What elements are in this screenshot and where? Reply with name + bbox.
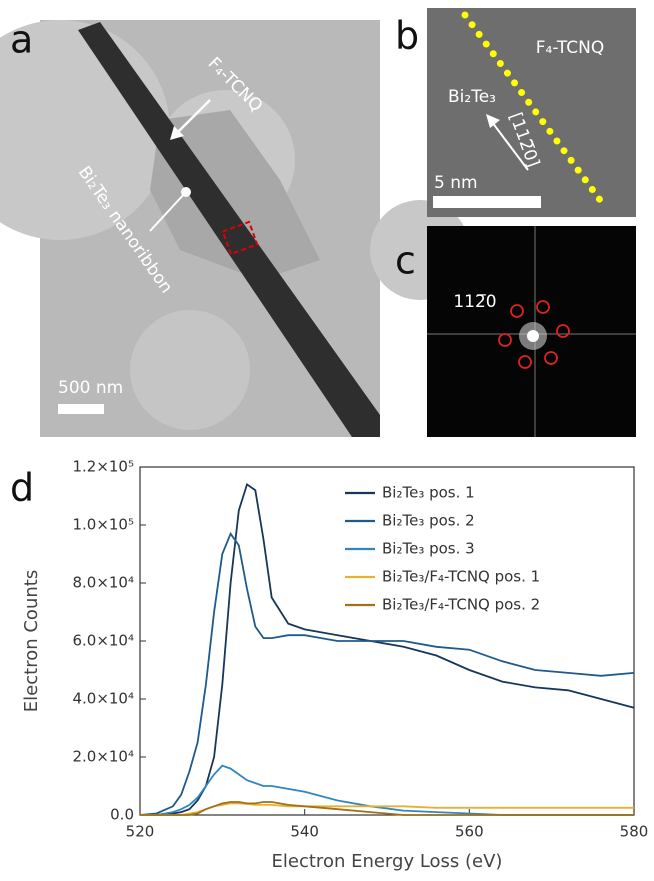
data-line	[140, 801, 634, 816]
legend-label: Bi₂Te₃/F₄-TCNQ pos. 1	[382, 568, 540, 586]
x-tick-label: 560	[455, 823, 484, 841]
plot: 520 540 560 580 0.0 2.0×10⁴ 4.0×10⁴ 6.0×10⁴ 8.0×…	[72, 458, 648, 841]
panel-label: c	[395, 239, 416, 283]
y-tick-label: 4.0×10⁴	[72, 690, 134, 708]
x-tick-label: 520	[126, 823, 155, 841]
panel-a-image	[0, 20, 470, 437]
legend-label: Bi₂Te₃ pos. 3	[382, 540, 475, 558]
y-tick-label: 8.0×10⁴	[72, 574, 134, 592]
panel-label: d	[10, 466, 34, 510]
panel-label: b	[395, 14, 419, 58]
annotation: Bi₂Te₃	[448, 87, 496, 107]
y-tick-label: 1.2×10⁵	[72, 458, 134, 476]
data-line	[139, 531, 635, 816]
legend-label: Bi₂Te₃ pos. 2	[382, 512, 475, 530]
panel-b-image	[427, 8, 636, 217]
y-tick-label: 0.0	[110, 806, 134, 824]
y-axis-label: Electron Counts	[21, 570, 42, 712]
x-axis-label: Electron Energy Loss (eV)	[272, 851, 503, 872]
annotation: 112̅0	[453, 292, 496, 312]
annotation: F₄-TCNQ	[536, 38, 605, 58]
panel-c-image	[427, 226, 636, 437]
y-tick-label: 6.0×10⁴	[72, 632, 134, 650]
scale-bar-label: 500 nm	[58, 378, 123, 398]
y-tick-label: 2.0×10⁴	[72, 748, 134, 766]
x-tick-label: 580	[620, 823, 649, 841]
x-tick-label: 540	[290, 823, 319, 841]
panel-label: a	[10, 18, 33, 62]
legend-label: Bi₂Te₃ pos. 1	[382, 484, 475, 502]
data-line	[140, 482, 635, 816]
scale-bar-label: 5 nm	[434, 173, 478, 193]
data-line	[140, 802, 634, 816]
legend-label: Bi₂Te₃/F₄-TCNQ pos. 2	[382, 596, 540, 614]
y-tick-label: 1.0×10⁵	[72, 516, 134, 534]
